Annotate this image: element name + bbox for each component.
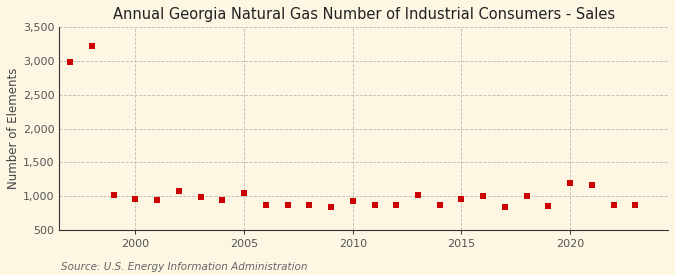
Point — [434, 203, 445, 207]
Point — [478, 194, 489, 198]
Text: Source: U.S. Energy Information Administration: Source: U.S. Energy Information Administ… — [61, 262, 307, 272]
Point — [543, 204, 554, 208]
Point — [500, 205, 510, 209]
Point — [261, 203, 271, 207]
Point — [217, 198, 227, 202]
Point — [152, 198, 163, 202]
Title: Annual Georgia Natural Gas Number of Industrial Consumers - Sales: Annual Georgia Natural Gas Number of Ind… — [113, 7, 615, 22]
Point — [348, 199, 358, 204]
Point — [325, 205, 336, 209]
Point — [391, 203, 402, 207]
Point — [239, 191, 250, 195]
Point — [608, 203, 619, 207]
Point — [108, 193, 119, 197]
Point — [565, 181, 576, 185]
Point — [65, 60, 76, 65]
Point — [282, 203, 293, 207]
Point — [304, 203, 315, 207]
Point — [173, 188, 184, 193]
Point — [521, 194, 532, 198]
Point — [369, 203, 380, 207]
Point — [130, 197, 140, 201]
Point — [86, 44, 97, 48]
Point — [412, 193, 423, 197]
Point — [456, 197, 467, 201]
Point — [630, 203, 641, 207]
Y-axis label: Number of Elements: Number of Elements — [7, 68, 20, 189]
Point — [195, 194, 206, 199]
Point — [587, 182, 597, 187]
